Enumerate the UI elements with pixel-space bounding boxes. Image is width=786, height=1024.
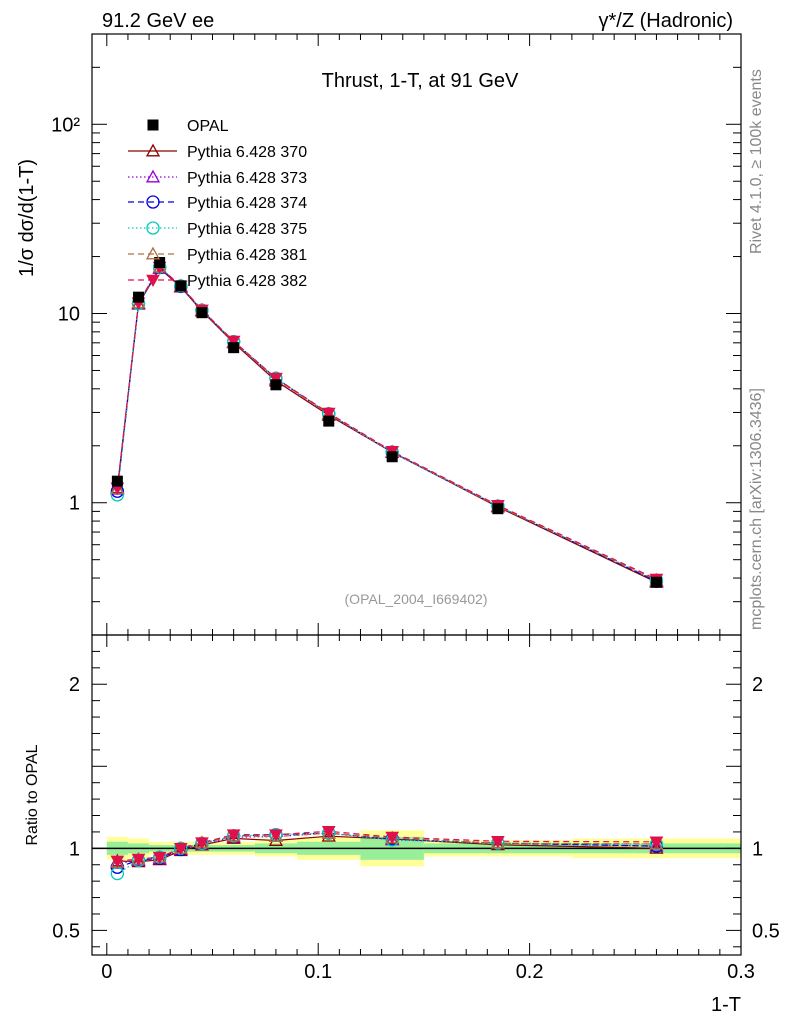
ratio-series-marker — [385, 831, 400, 845]
ratio-series-marker — [649, 840, 664, 854]
legend-marker — [145, 246, 161, 260]
ratio-series-line — [117, 830, 657, 862]
ratio-series-marker — [131, 853, 146, 867]
data-point — [133, 291, 145, 303]
series-marker — [321, 407, 336, 421]
ratio-tick-label: 2 — [752, 674, 763, 696]
legend-marker — [146, 195, 160, 209]
ratio-tick-label: 1 — [752, 838, 763, 860]
ratio-series-marker — [226, 829, 241, 842]
legend-label: OPAL — [187, 118, 229, 135]
series-marker — [269, 372, 283, 386]
legend-marker — [146, 274, 160, 288]
ratio-series-marker — [195, 837, 209, 850]
ratio-plot: 0 0.1 0.2 0.3 0.5 0.5 1 1 2 2 Ratio to OPAL 1-T — [24, 634, 780, 1016]
data-point — [111, 475, 123, 487]
ratio-plot-frame — [91, 634, 742, 956]
header-right: γ*/Z (Hadronic) — [599, 10, 733, 32]
legend-label: Pythia 6.428 381 — [187, 247, 307, 264]
ratio-series-markers — [110, 825, 664, 881]
data-point — [154, 257, 166, 269]
ratio-tick-label: 2 — [69, 674, 80, 696]
legend: OPAL Pythia 6.428 370 Pythia 6.428 373 Pyth… — [128, 118, 307, 290]
x-tick-label: 0.2 — [516, 961, 544, 983]
main-axis-ticks: 1 10 10² — [51, 33, 742, 636]
ratio-series-marker — [321, 828, 336, 842]
reference-label: (OPAL_2004_I669402) — [345, 591, 488, 607]
ratio-series-marker — [321, 826, 336, 839]
x-axis-label: 1-T — [711, 994, 741, 1016]
legend-label: Pythia 6.428 382 — [187, 273, 307, 290]
mcplots-credit-label: mcplots.cern.ch [arXiv:1306.3436] — [748, 388, 765, 630]
main-series-markers — [110, 257, 664, 588]
data-point — [196, 307, 208, 319]
ratio-series-marker — [649, 836, 664, 849]
data-point — [228, 342, 240, 354]
ratio-axis-ticks: 0 0.1 0.2 0.3 0.5 0.5 1 1 2 2 — [52, 635, 780, 983]
legend-label: Pythia 6.428 375 — [187, 221, 307, 238]
data-point — [270, 379, 282, 391]
ratio-tick-label: 0.5 — [752, 920, 780, 942]
data-point — [175, 280, 187, 292]
y-tick-label: 1 — [69, 493, 80, 515]
ratio-tick-label: 1 — [69, 838, 80, 860]
y-axis-label: 1/σ dσ/d(1-T) — [16, 159, 38, 277]
rivet-version-label: Rivet 4.1.0, ≥ 100k events — [748, 69, 765, 254]
ratio-series-marker — [152, 851, 167, 865]
data-point — [492, 503, 504, 515]
data-point — [650, 576, 662, 588]
ratio-tick-label: 0.5 — [52, 920, 80, 942]
main-plot: 1 10 10² Thrust, 1-T, at 91 GeV (OPAL_2004… — [16, 33, 742, 636]
plot-title: Thrust, 1-T, at 91 GeV — [322, 70, 519, 92]
x-tick-label: 0 — [101, 961, 112, 983]
data-point — [323, 415, 335, 427]
legend-marker — [145, 143, 161, 157]
header-left: 91.2 GeV ee — [102, 10, 214, 32]
y-tick-label: 10² — [51, 114, 80, 136]
ratio-series-marker — [269, 829, 283, 842]
legend-marker — [145, 169, 161, 183]
x-tick-label: 0.1 — [304, 961, 332, 983]
x-tick-label: 0.3 — [727, 961, 755, 983]
legend-label: Pythia 6.428 373 — [187, 170, 307, 187]
legend-marker-opal — [147, 119, 159, 131]
ratio-series-marker — [491, 835, 505, 849]
ratio-series-marker — [649, 838, 664, 852]
data-point — [386, 451, 398, 463]
ratio-series-marker — [173, 843, 188, 856]
legend-marker — [146, 221, 160, 235]
series-marker — [226, 335, 241, 349]
y-tick-label: 10 — [58, 304, 80, 326]
ratio-series-marker — [110, 855, 125, 868]
legend-label: Pythia 6.428 374 — [187, 195, 307, 212]
legend-label: Pythia 6.428 370 — [187, 144, 307, 161]
main-plot-frame — [91, 33, 742, 636]
ratio-y-axis-label: Ratio to OPAL — [24, 744, 41, 845]
